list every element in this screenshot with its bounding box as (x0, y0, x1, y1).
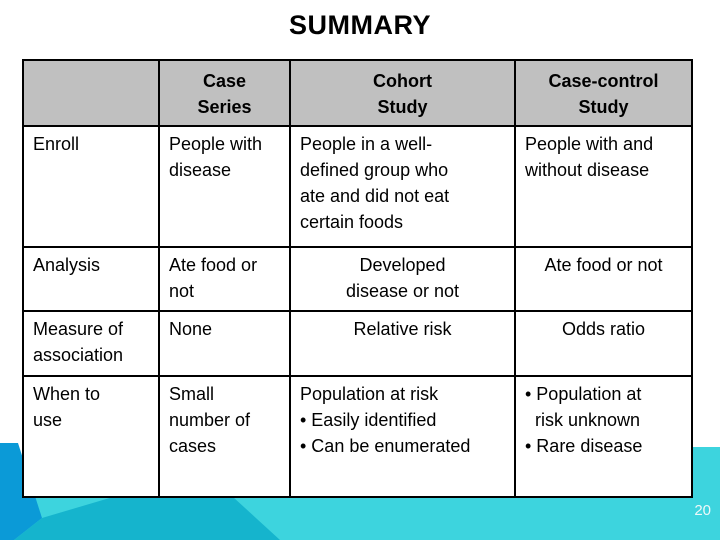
slide-title: SUMMARY (289, 10, 431, 40)
row-label-measure-of-association: Measure of association (22, 310, 160, 377)
table-row-when-to-use: When to use Small number of cases Popula… (22, 375, 693, 498)
cell-when-case-series: Small number of cases (158, 375, 291, 498)
cell-measure-case-control: Odds ratio (514, 310, 693, 377)
header-empty-cell (22, 59, 160, 127)
cell-measure-case-series: None (158, 310, 291, 377)
row-label-when-to-use: When to use (22, 375, 160, 498)
cell-when-cohort-study: Population at risk • Easily identified •… (289, 375, 516, 498)
cell-analysis-cohort-study: Developed disease or not (289, 246, 516, 312)
cell-enroll-case-control: People with and without disease (514, 125, 693, 248)
cell-analysis-case-series: Ate food or not (158, 246, 291, 312)
header-case-control-study: Case-control Study (514, 59, 693, 127)
header-cohort-study: Cohort Study (289, 59, 516, 127)
row-label-analysis: Analysis (22, 246, 160, 312)
header-case-series: Case Series (158, 59, 291, 127)
cell-measure-cohort-study: Relative risk (289, 310, 516, 377)
table-row-enroll: Enroll People with disease People in a w… (22, 125, 693, 248)
row-label-enroll: Enroll (22, 125, 160, 248)
page-number: 20 (694, 502, 711, 519)
table-header-row: Case Series Cohort Study Case-control St… (22, 59, 693, 127)
cell-analysis-case-control: Ate food or not (514, 246, 693, 312)
summary-table: Case Series Cohort Study Case-control St… (22, 59, 693, 498)
cell-enroll-case-series: People with disease (158, 125, 291, 248)
cell-when-case-control: • Population at risk unknown • Rare dise… (514, 375, 693, 498)
table-row-analysis: Analysis Ate food or not Developed disea… (22, 246, 693, 312)
table-row-measure-of-association: Measure of association None Relative ris… (22, 310, 693, 377)
cell-enroll-cohort-study: People in a well- defined group who ate … (289, 125, 516, 248)
